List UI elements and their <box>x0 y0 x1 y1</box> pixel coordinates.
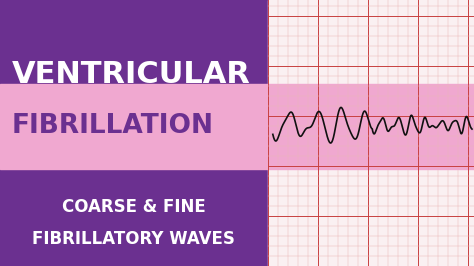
Text: VENTRICULAR: VENTRICULAR <box>12 60 251 89</box>
Bar <box>0 0 268 266</box>
Text: COARSE & FINE: COARSE & FINE <box>62 198 206 217</box>
Bar <box>0 84 474 169</box>
Bar <box>268 0 474 266</box>
Text: FIBRILLATORY WAVES: FIBRILLATORY WAVES <box>32 230 236 248</box>
Text: FIBRILLATION: FIBRILLATION <box>12 113 214 139</box>
